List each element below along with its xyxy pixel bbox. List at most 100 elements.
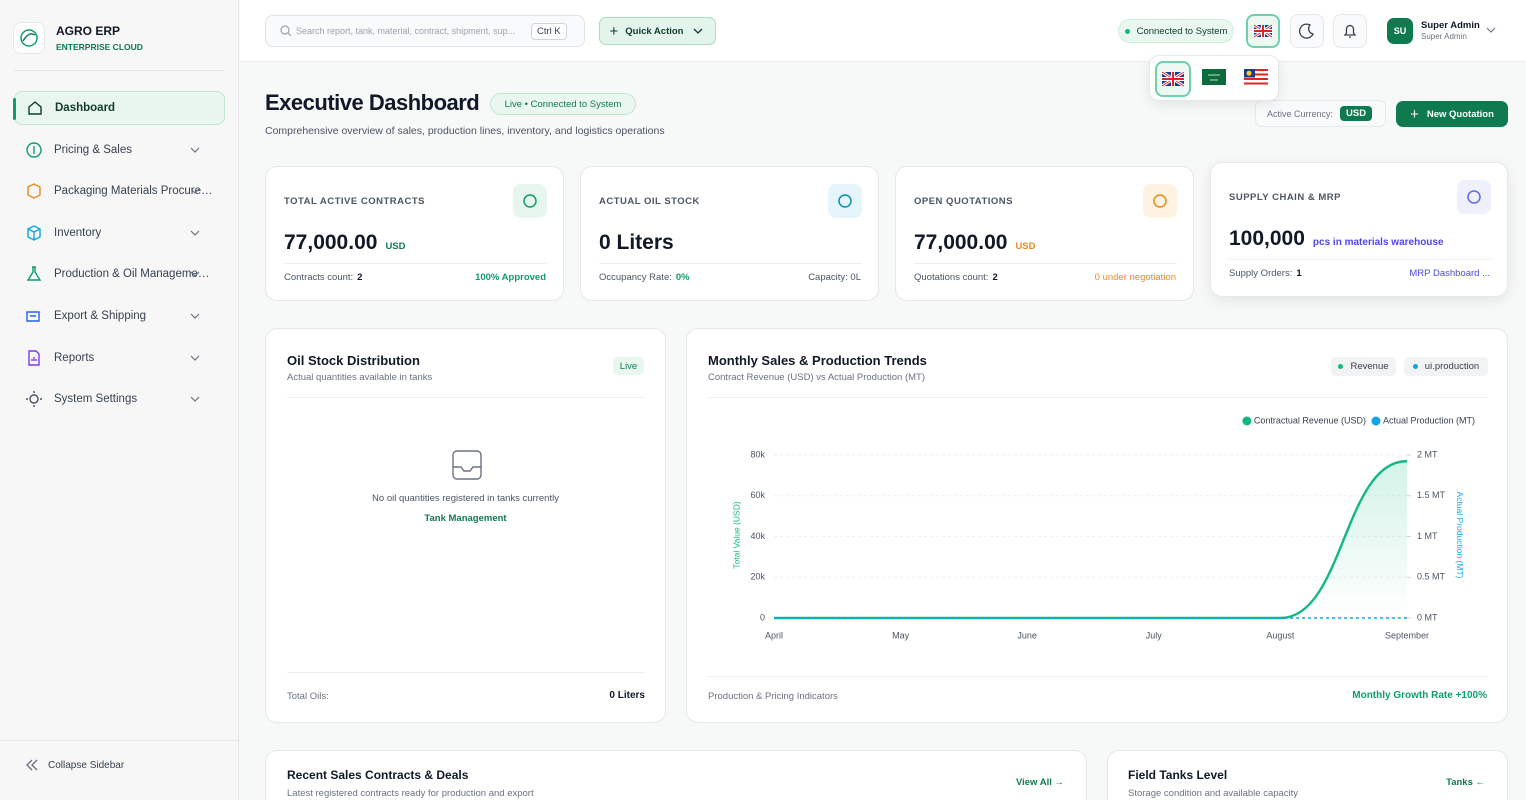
nav-label: Export & Shipping <box>54 310 147 322</box>
chip[interactable]: Revenue <box>1331 357 1396 376</box>
topbar: Search report, tank, material, contract,… <box>240 0 1526 62</box>
kpi-left-label: Contracts count: <box>284 272 354 283</box>
status-pill: Connected to System <box>1118 19 1234 43</box>
kpi-footer-right: 0 under negotiation <box>1094 272 1176 283</box>
currency-value: USD <box>1340 106 1373 121</box>
kpi-footer-left: Quotations count: 2 <box>914 272 998 283</box>
nav-item[interactable]: Reports <box>14 341 225 375</box>
nav-label: Production & Oil Manageme… <box>54 268 210 281</box>
currency-box[interactable]: Active Currency: USD <box>1255 100 1386 127</box>
card-subtitle: Latest registered contracts ready for pr… <box>287 788 534 799</box>
card-title: Recent Sales Contracts & Deals <box>287 768 469 782</box>
nav-icon <box>27 183 41 199</box>
footer-right: Monthly Growth Rate +100% <box>1352 690 1487 701</box>
search-placeholder: Search report, tank, material, contract,… <box>296 26 516 36</box>
icon <box>26 759 38 771</box>
footer-value: 0 Liters <box>609 690 645 701</box>
collapse-sidebar[interactable]: Collapse Sidebar <box>24 758 124 772</box>
page-subtitle: Comprehensive overview of sales, product… <box>265 125 665 137</box>
chevron-path <box>190 188 200 195</box>
flag-my[interactable] <box>1244 69 1268 87</box>
kpi-left-value: 2 <box>992 272 998 283</box>
nav-icon <box>26 266 42 282</box>
kpi-value: 77,000.00 <box>284 231 378 254</box>
icon <box>523 194 537 208</box>
chevron <box>190 188 200 195</box>
kpi-icon <box>828 184 862 218</box>
kpi-card: ACTUAL OIL STOCK 0 Liters Occupancy Rate: 0… <box>580 166 879 301</box>
divider <box>287 672 645 673</box>
kpi-icon <box>1143 184 1177 218</box>
kpi-label: TOTAL ACTIVE CONTRACTS <box>284 196 426 207</box>
footer-left: Production & Pricing Indicators <box>708 691 838 702</box>
user-role: Super Admin <box>1421 32 1467 41</box>
chevron-path <box>190 230 200 236</box>
nav-icon <box>28 349 40 366</box>
kpi-value-row: 77,000.00 USD <box>284 231 406 255</box>
kpi-icon <box>513 184 547 218</box>
card-title: Monthly Sales & Production Trends <box>708 353 927 368</box>
nav-label: Reports <box>54 351 95 364</box>
kpi-value-row: 77,000.00 USD <box>914 231 1036 255</box>
nav-item[interactable]: Production & Oil Manageme… <box>14 257 225 291</box>
nav-item[interactable]: Export & Shipping <box>14 299 225 333</box>
kpi-left-label: Supply Orders: <box>1229 268 1293 279</box>
language-button[interactable] <box>1246 14 1280 48</box>
nav-item[interactable]: Packaging Materials Procure… <box>14 174 225 208</box>
chevron-path <box>190 147 200 153</box>
lang-en[interactable] <box>1155 61 1191 97</box>
nav-label: Dashboard <box>55 102 116 114</box>
nav-item[interactable]: Inventory <box>14 216 225 250</box>
search-box[interactable]: Search report, tank, material, contract,… <box>265 15 585 47</box>
flag-sa[interactable] <box>1202 69 1226 87</box>
collapse-text: Collapse Sidebar <box>48 759 125 771</box>
card-title: Field Tanks Level <box>1128 768 1228 782</box>
view-all[interactable]: View All → <box>1015 777 1064 788</box>
nav-icon <box>27 225 41 241</box>
currency-label: Active Currency: <box>1267 108 1334 119</box>
shortcut: Ctrl K <box>531 22 567 40</box>
logo-icon <box>20 29 38 47</box>
kpi-card: TOTAL ACTIVE CONTRACTS 77,000.00 USD Contra… <box>265 166 564 301</box>
chip-text: ui.production <box>1424 361 1480 372</box>
moon-icon <box>1298 23 1314 39</box>
kpi-value-row: 100,000 pcs in materials warehouse <box>1229 227 1444 251</box>
footer-label: Total Oils: <box>287 691 329 702</box>
language-menu <box>1149 55 1279 101</box>
nav-item[interactable]: Pricing & Sales <box>14 133 225 167</box>
tank-link[interactable]: Tank Management <box>424 513 507 524</box>
kpi-label: SUPPLY CHAIN & MRP <box>1229 192 1341 203</box>
kpi-value: 100,000 <box>1229 227 1305 250</box>
card-subtitle: Actual quantities available in tanks <box>287 372 433 383</box>
notifications[interactable] <box>1333 14 1367 48</box>
kpi-footer-right[interactable]: MRP Dashboard ... <box>1409 268 1490 279</box>
divider <box>708 676 1488 677</box>
quick-action-text: Quick Action <box>625 25 684 37</box>
kpi-footer-left: Supply Orders: 1 <box>1229 268 1302 279</box>
flag-uk <box>1161 70 1185 88</box>
chevron <box>190 271 200 278</box>
nav-item[interactable]: System Settings <box>14 382 225 416</box>
search-icon <box>280 25 292 37</box>
kpi-card: OPEN QUOTATIONS 77,000.00 USD Quotations co… <box>895 166 1194 301</box>
chip[interactable]: ui.production <box>1404 357 1488 376</box>
chevron <box>190 396 200 403</box>
nav-item[interactable]: Dashboard <box>13 91 225 125</box>
new-quotation[interactable]: + New Quotation <box>1396 101 1508 127</box>
chevron <box>1486 27 1496 33</box>
nav-icon <box>26 141 42 158</box>
kpi-unit: USD <box>1015 241 1036 252</box>
kpi-footer-right: 100% Approved <box>475 272 546 283</box>
logo <box>13 22 45 54</box>
icon-path <box>28 101 42 115</box>
quick-action[interactable]: + Quick Action <box>599 17 716 45</box>
avatar[interactable]: SU <box>1387 18 1413 44</box>
tanks-link[interactable]: Tanks ← <box>1446 777 1485 788</box>
kpi-value: 0 Liters <box>599 231 674 254</box>
theme-toggle[interactable] <box>1290 14 1324 48</box>
kpi-left-label: Occupancy Rate: <box>599 272 672 283</box>
icon-path <box>26 391 42 408</box>
chevron <box>190 230 200 236</box>
empty-text: No oil quantities registered in tanks cu… <box>372 493 559 504</box>
icon <box>838 194 852 208</box>
